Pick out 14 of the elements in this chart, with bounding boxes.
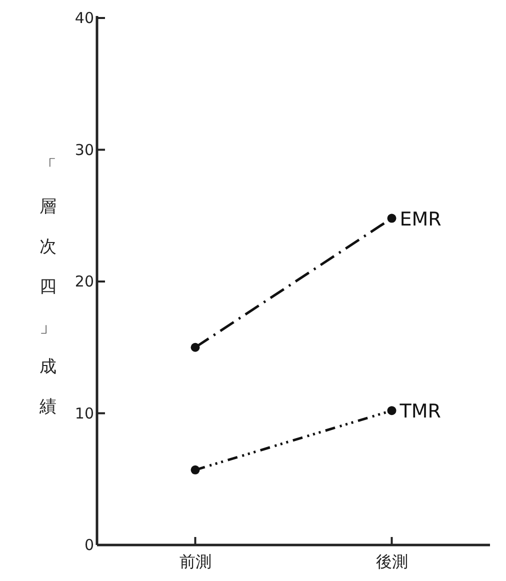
x-tick-label: 前測 (179, 552, 212, 571)
series-label: TMR (398, 400, 441, 423)
y-tick-label: 30 (74, 140, 94, 159)
y-tick-label: 0 (84, 536, 94, 554)
point (190, 465, 200, 474)
series-label: EMR (400, 208, 442, 230)
y-tick-label: 20 (74, 272, 94, 290)
y-tick-label: 10 (74, 404, 94, 422)
y-axis-title: 「層次四」成績 (38, 156, 56, 417)
point (387, 406, 396, 416)
point (190, 342, 200, 352)
y-tick-label: 40 (74, 9, 94, 27)
point (387, 214, 396, 223)
x-tick-label: 後測 (376, 552, 408, 571)
